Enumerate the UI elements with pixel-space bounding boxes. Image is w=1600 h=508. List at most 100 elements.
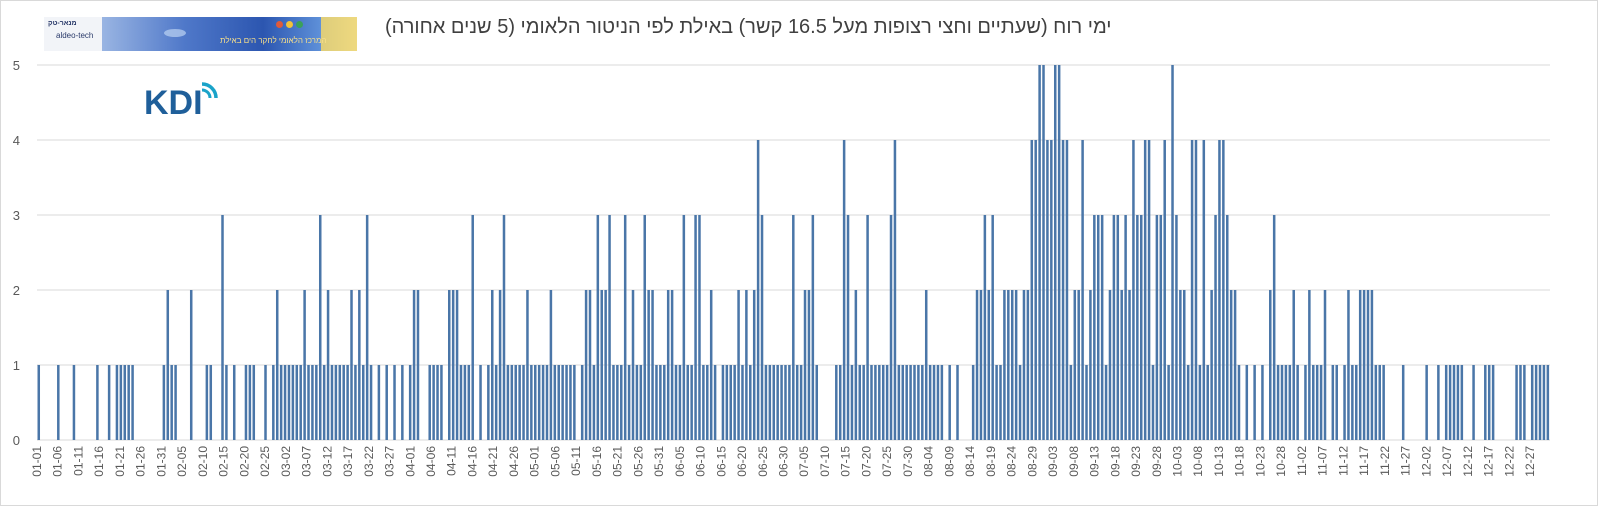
bar [307, 365, 310, 440]
x-tick-label: 08-09 [942, 446, 956, 477]
bar [487, 365, 490, 440]
bar [530, 365, 533, 440]
bar [393, 365, 396, 440]
bar [448, 290, 451, 440]
bar [1010, 290, 1014, 440]
bar [1171, 65, 1174, 440]
bar [858, 365, 862, 440]
bar [928, 365, 932, 440]
bar [295, 365, 299, 440]
bar [1022, 290, 1026, 440]
bar [299, 365, 302, 440]
x-tick-label: 05-06 [548, 446, 562, 477]
bar [1484, 365, 1487, 440]
bar [1355, 365, 1358, 440]
bar [647, 290, 650, 440]
bar [1323, 290, 1327, 440]
x-tick-label: 02-15 [217, 446, 231, 477]
bar [788, 365, 791, 440]
bar [620, 365, 623, 440]
bar [361, 365, 365, 440]
x-tick-label: 08-29 [1025, 446, 1039, 477]
bar [1034, 140, 1037, 440]
bar [428, 365, 431, 440]
bar [1065, 140, 1069, 440]
bar [909, 365, 912, 440]
bar [1077, 290, 1080, 440]
x-tick-label: 11-12 [1336, 446, 1350, 476]
bar [1124, 215, 1127, 440]
bar [979, 290, 983, 440]
bar [795, 365, 799, 440]
bar [1331, 365, 1335, 440]
bar [702, 365, 705, 440]
x-tick-label: 06-10 [694, 446, 708, 477]
bar [205, 365, 209, 440]
bar [756, 140, 760, 440]
bar [1202, 140, 1206, 440]
x-tick-label: 04-01 [403, 446, 417, 477]
bar [479, 365, 482, 440]
bar [956, 365, 959, 440]
bar [1276, 365, 1280, 440]
bar [1116, 215, 1120, 440]
bar [1167, 365, 1170, 440]
bar [1030, 140, 1034, 440]
x-tick-label: 08-04 [922, 446, 936, 477]
x-tick-label: 10-28 [1274, 446, 1288, 477]
bar [1229, 290, 1233, 440]
bar [170, 365, 173, 440]
x-tick-label: 01-26 [134, 446, 148, 477]
bar [1448, 365, 1452, 440]
bar [432, 365, 435, 440]
bar [107, 365, 111, 440]
x-tick-label: 11-27 [1399, 446, 1413, 476]
bar [803, 290, 807, 440]
bar [1175, 215, 1178, 440]
bar [1343, 365, 1346, 440]
bar [651, 290, 654, 440]
bar [921, 365, 924, 440]
x-tick-label: 08-19 [984, 446, 998, 477]
bar [760, 215, 764, 440]
bar [733, 365, 736, 440]
bar [1358, 290, 1362, 440]
bar [799, 365, 803, 440]
bar [639, 365, 643, 440]
bar [780, 365, 783, 440]
bar [365, 215, 369, 440]
bar [412, 290, 416, 440]
x-tick-label: 04-21 [486, 446, 500, 477]
bar [455, 290, 459, 440]
x-tick-label: 03-27 [383, 446, 397, 477]
bar [1222, 140, 1225, 440]
bar [1542, 365, 1546, 440]
bar [1206, 365, 1209, 440]
bar [338, 365, 342, 440]
bar [1089, 290, 1092, 440]
x-tick-label: 05-01 [528, 446, 542, 477]
x-tick-label: 09-23 [1129, 446, 1143, 477]
x-tick-label: 06-05 [673, 446, 687, 477]
bar [221, 215, 224, 440]
bar [776, 365, 779, 440]
bar [209, 365, 213, 440]
bar [1515, 365, 1518, 440]
bar [768, 365, 772, 440]
bar [741, 365, 744, 440]
bar [436, 365, 439, 440]
bar [1347, 290, 1350, 440]
bar [471, 215, 474, 440]
bar [318, 215, 322, 440]
bar [1374, 365, 1378, 440]
bar [1069, 365, 1073, 440]
bar [1366, 290, 1370, 440]
x-tick-label: 05-11 [569, 446, 583, 476]
bar [1460, 365, 1464, 440]
bar [1132, 140, 1135, 440]
bar [991, 215, 994, 440]
banner-text-institute: המרכז הלאומי לחקר הים באילת [220, 36, 327, 45]
bar [283, 365, 287, 440]
bar [999, 365, 1002, 440]
bar [354, 365, 357, 440]
